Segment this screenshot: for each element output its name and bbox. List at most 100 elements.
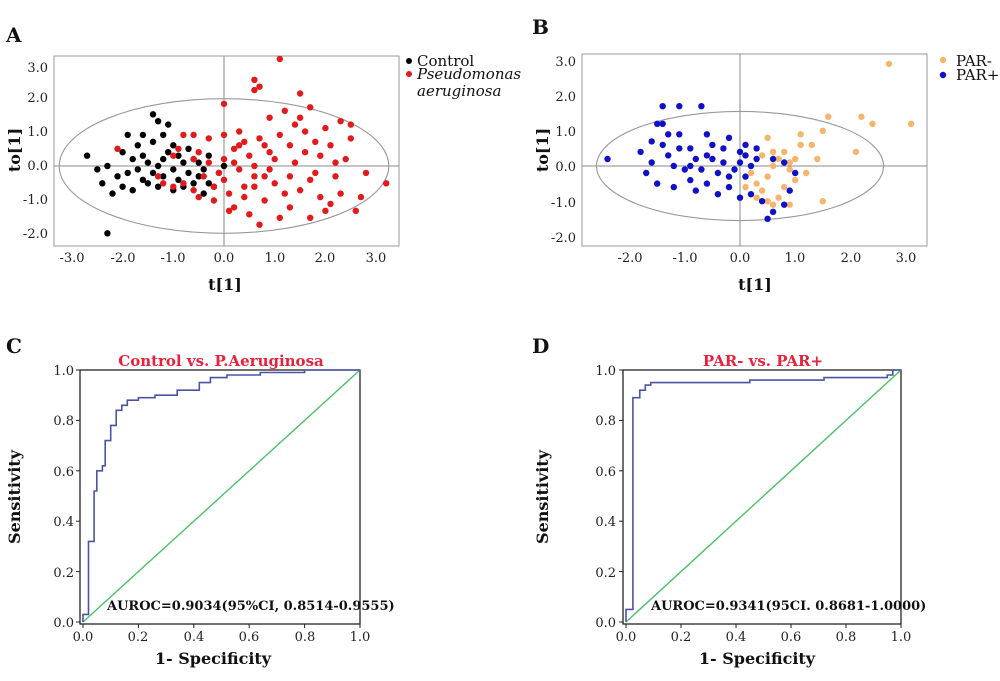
auc-annotation-d: AUROC=0.9341(95CI. 0.8681-1.0000)	[650, 599, 926, 614]
point-b-s1-48	[769, 155, 777, 163]
point-a-s0-42	[200, 166, 207, 173]
x-tick-a-3: 0.0	[214, 251, 235, 266]
y-tick-c-4: 0.8	[53, 414, 74, 429]
point-a-s0-36	[185, 145, 192, 152]
point-b-s1-4	[654, 120, 661, 128]
point-b-s1-21	[692, 155, 699, 163]
point-a-s1-88	[236, 142, 243, 149]
legend-label-aeruginosa: aeruginosa	[417, 82, 501, 100]
point-a-s1-14	[276, 131, 283, 139]
point-a-s1-34	[190, 155, 197, 163]
point-a-s0-23	[154, 162, 162, 170]
point-a-s0-11	[129, 155, 136, 163]
y-tick-b-0: -2.0	[551, 231, 576, 246]
point-a-s1-64	[246, 211, 253, 218]
point-b-s1-36	[703, 180, 711, 187]
point-a-s1-53	[307, 176, 314, 183]
point-a-s1-81	[312, 169, 319, 177]
point-a-s1-65	[256, 221, 263, 228]
point-b-s1-3	[698, 103, 705, 110]
point-b-s0-17	[758, 187, 766, 194]
point-a-s1-69	[170, 152, 177, 159]
auc-annotation-c: AUROC=0.9034(95%CI, 0.8514-0.9555)	[106, 599, 395, 614]
point-a-s0-21	[149, 169, 157, 177]
point-b-s0-25	[819, 198, 826, 205]
point-a-s1-27	[317, 152, 324, 159]
point-a-s0-43	[205, 180, 212, 187]
point-b-s1-19	[670, 162, 677, 170]
point-a-s1-49	[271, 180, 278, 187]
point-b-s0-27	[753, 180, 760, 187]
y-axis-label-b: to[1]	[533, 128, 552, 172]
reference-diagonal-d	[625, 369, 902, 623]
point-b-s1-50	[703, 152, 711, 159]
roc-plot-c	[76, 369, 361, 628]
x-tick-b-2: 0.0	[730, 251, 751, 266]
plot-frame-b	[581, 53, 928, 247]
y-tick-b-4: 2.0	[555, 90, 576, 105]
point-b-s1-37	[714, 191, 722, 198]
y-tick-d-3: 0.6	[595, 465, 616, 480]
panel-c: C Control vs. P.Aeruginosa 0.0 0.2 0.4 0…	[5, 334, 395, 668]
point-a-s1-56	[337, 190, 344, 197]
point-b-s0-20	[769, 162, 777, 170]
point-a-s1-35	[175, 145, 182, 152]
x-tick-b-5: 3.0	[896, 251, 917, 266]
point-b-s0-7	[814, 155, 821, 163]
panel-b: B -2.0 -1.0 0.0 1.0 2.0 3.0 -2.0 -1.0 0.…	[532, 15, 999, 294]
point-b-s1-38	[725, 183, 733, 191]
point-b-s1-44	[781, 201, 788, 208]
point-b-s1-45	[786, 187, 793, 194]
point-a-s0-27	[160, 173, 167, 180]
point-a-s1-43	[220, 176, 228, 183]
x-tick-b-1: -1.0	[672, 251, 697, 266]
point-b-s1-1	[659, 103, 666, 110]
x-axis-label-a: t[1]	[208, 275, 242, 294]
point-b-s0-16	[764, 198, 771, 205]
legend-label-pseudomonas: Pseudomonas	[416, 65, 521, 83]
point-b-s0-32	[775, 155, 782, 163]
y-tick-a-2: 0.0	[27, 159, 48, 174]
point-a-s0-24	[154, 183, 162, 190]
point-a-s1-31	[236, 166, 243, 173]
x-tick-d-3: 0.6	[781, 630, 802, 645]
point-b-s1-0	[604, 155, 611, 163]
point-b-s1-9	[687, 145, 694, 152]
x-tick-d-0: 0.0	[616, 630, 637, 645]
point-b-s0-11	[786, 166, 793, 173]
point-a-s1-62	[276, 214, 283, 221]
y-tick-b-2: 0.0	[555, 160, 576, 175]
point-a-s1-17	[220, 131, 228, 139]
point-a-s1-25	[327, 142, 334, 149]
point-b-s0-28	[742, 183, 749, 191]
y-tick-b-3: 1.0	[555, 125, 576, 140]
point-b-s1-49	[753, 145, 760, 152]
point-a-s0-5	[109, 190, 116, 197]
point-a-s0-20	[149, 138, 157, 145]
point-b-s1-15	[742, 141, 749, 149]
scatter-marks-a	[54, 55, 399, 246]
point-a-s1-48	[261, 173, 268, 180]
point-b-s0-22	[758, 152, 766, 159]
point-b-s0-2	[869, 120, 876, 128]
tick-labels-a: -3.0 -2.0 -1.0 0.0 1.0 2.0 3.0 -2.0 -1.0…	[23, 61, 386, 266]
point-a-s1-8	[266, 114, 273, 121]
point-a-s0-0	[104, 230, 111, 237]
point-a-s0-12	[129, 187, 136, 194]
point-b-s0-4	[852, 148, 860, 156]
point-b-s1-13	[725, 134, 733, 141]
roc-curve-c	[82, 369, 360, 622]
point-a-s1-42	[210, 183, 218, 190]
point-b-s1-29	[747, 162, 755, 170]
point-a-s1-57	[352, 207, 359, 214]
point-a-s1-28	[291, 159, 299, 166]
x-tick-a-2: -1.0	[160, 251, 185, 266]
point-b-s0-19	[764, 173, 771, 180]
point-a-s1-71	[180, 131, 187, 139]
point-a-s0-32	[175, 152, 182, 159]
legend-label-par-plus: PAR+	[956, 66, 999, 84]
x-tick-b-4: 2.0	[841, 251, 862, 266]
point-a-s0-17	[144, 159, 152, 166]
point-a-s1-87	[357, 193, 365, 201]
